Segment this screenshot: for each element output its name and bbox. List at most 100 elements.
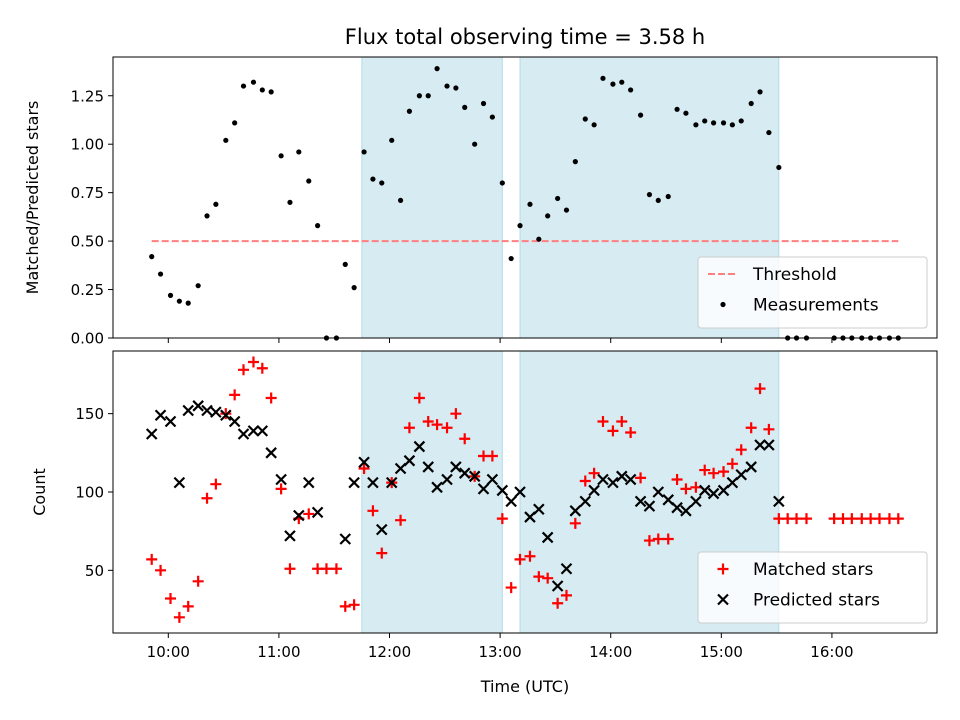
matched-star-point [413,392,425,404]
measurement-point [545,213,551,219]
predicted-star-point [173,476,186,489]
predicted-star-point [505,495,517,508]
matched-star-point [395,514,407,526]
measurement-point [499,180,505,186]
predicted-star-point [293,509,305,522]
matched-star-point [201,492,213,504]
matched-star-point [718,466,730,478]
measurement-point [306,178,312,184]
measurement-point [259,87,265,93]
measurement-point [462,104,468,110]
matched-star-point [376,547,388,559]
matched-star-point [238,364,250,376]
predicted-star-point [477,483,490,495]
matched-star-point [256,362,268,374]
predicted-star-point [413,440,426,453]
predicted-star-point [662,494,675,506]
x-axis-label: Time (UTC) [480,677,569,696]
matched-star-point [542,572,554,584]
measurement-point [674,106,680,112]
bottom-y-axis-label: Count [30,468,49,516]
legend-label: Measurements [753,296,879,316]
predicted-star-point [486,473,499,486]
measurement-point [757,89,763,95]
matched-star-point [265,392,277,404]
measurement-point [720,120,727,126]
matched-star-point [763,423,775,435]
matched-star-point [635,472,647,484]
x-tick-label: 13:00 [478,643,521,661]
measurement-point [453,85,459,91]
matched-star-point [597,416,609,427]
matched-star-point [146,553,158,565]
matched-star-point [625,426,637,438]
x-tick-label: 14:00 [589,643,632,661]
measurement-point [702,118,708,124]
y-tick-label: 1.25 [71,87,104,105]
predicted-star-point [210,406,222,418]
matched-star-point [173,611,185,623]
predicted-star-point [458,467,471,479]
matched-star-point [496,513,508,525]
measurement-point [351,285,357,291]
measurement-point [637,112,644,118]
predicted-star-point [616,470,628,483]
matched-star-point [690,481,702,493]
predicted-star-point [154,409,167,422]
measurement-point [389,137,395,143]
y-tick-label: 50 [85,562,104,580]
predicted-star-point [256,425,269,437]
measurement-point [619,79,625,85]
predicted-star-point [367,476,379,489]
predicted-star-point [514,486,526,498]
matched-star-point [588,467,600,479]
legend-swatch-measurement-point [720,301,726,308]
measurement-point [425,93,431,99]
matched-star-point [524,550,536,562]
matched-star-point [735,444,747,456]
matched-star-point [791,513,803,525]
measurement-point [342,261,348,267]
measurement-point [683,110,689,116]
y-tick-label: 150 [75,405,104,423]
predicted-star-point [284,530,296,542]
measurement-point [776,164,782,171]
predicted-star-point [237,428,250,440]
measurement-point [434,66,440,72]
measurement-point [536,236,542,242]
predicted-star-point [541,531,554,544]
measurement-point [167,292,174,298]
measurement-point [185,300,191,306]
matched-star-point [155,564,167,576]
predicted-star-point [182,404,194,417]
measurement-point [472,141,478,147]
measurement-point [416,93,422,99]
matched-star-point [708,467,720,479]
predicted-star-point [569,505,582,517]
predicted-star-point [533,503,545,516]
top-y-axis-label: Matched/Predicted stars [23,101,42,295]
y-tick-label: 0.75 [71,184,104,202]
chart-title: Flux total observing time = 3.58 h [345,25,705,49]
measurement-point [278,153,284,159]
matched-star-point [680,483,692,495]
measurement-point [379,180,385,186]
measurement-point [480,100,487,107]
legend-label: Matched stars [753,560,873,580]
matched-star-point [367,505,379,517]
predicted-star-point [468,470,481,483]
matched-star-point [220,408,232,420]
measurement-point [766,129,772,136]
matched-star-point [754,383,766,395]
matched-star-point [459,433,471,445]
matched-star-point [892,513,904,525]
predicted-star-point [145,428,158,440]
top-legend: Threshold Measurements [697,256,928,329]
matched-star-point [320,563,332,575]
measurement-point [397,197,404,204]
predicted-star-point [302,476,315,489]
y-tick-label: 0.00 [71,330,104,348]
matched-star-point [247,356,259,368]
matched-star-point [607,425,619,437]
